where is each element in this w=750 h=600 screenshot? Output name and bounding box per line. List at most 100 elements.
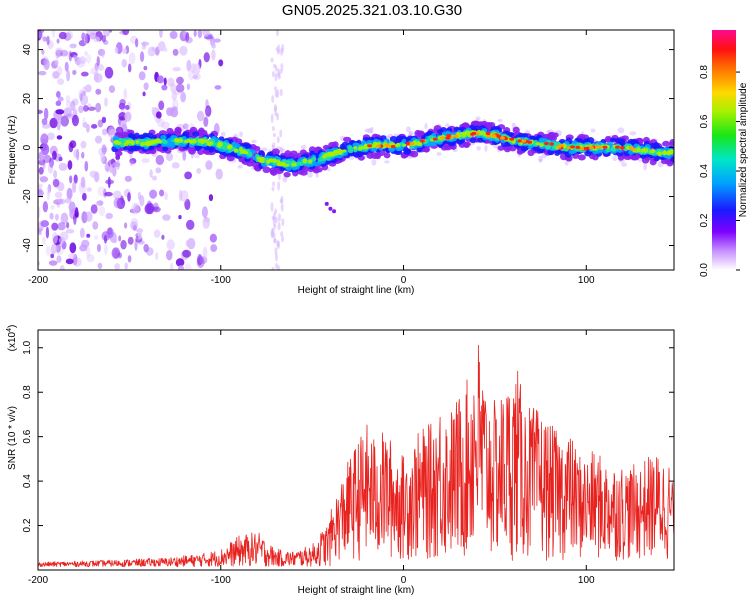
heatmap-cell <box>566 146 572 150</box>
heatmap-cell <box>73 213 77 225</box>
heatmap-cell <box>328 206 333 211</box>
heatmap-cell <box>610 137 617 143</box>
heatmap-cell <box>276 240 280 248</box>
heatmap-cell <box>79 244 88 252</box>
heatmap-cell <box>446 133 452 138</box>
heatmap-cell <box>178 214 182 220</box>
heatmap-cell <box>104 97 108 107</box>
heatmap-cell <box>427 140 434 145</box>
heatmap-cell <box>90 124 98 129</box>
heatmap-cell <box>49 157 54 168</box>
heatmap-cell <box>101 34 107 43</box>
heatmap-cell <box>104 244 108 255</box>
heatmap-cell <box>218 59 224 67</box>
spectrogram-y-tick-label: 40 <box>22 44 33 56</box>
chart-title: GN05.2025.321.03.10.G30 <box>282 2 462 19</box>
heatmap-cell <box>227 144 233 149</box>
spectrogram-y-tick-label: 20 <box>22 93 33 105</box>
heatmap-cell <box>302 158 308 164</box>
heatmap-cell <box>104 191 113 197</box>
heatmap-cell <box>271 71 275 78</box>
heatmap-cell <box>81 151 85 159</box>
heatmap-cell <box>109 30 113 33</box>
heatmap-cell <box>404 148 412 155</box>
heatmap-cell <box>97 119 104 128</box>
heatmap-cell <box>175 83 185 93</box>
colorbar-tick-label: 0.6 <box>699 114 710 128</box>
heatmap-cell <box>128 52 136 65</box>
heatmap-cell <box>81 192 87 201</box>
heatmap-cell <box>161 84 168 91</box>
heatmap-cell <box>46 191 51 201</box>
snr-x-axis: -200 -100 0 100 <box>28 330 595 586</box>
heatmap-cell <box>158 100 165 111</box>
heatmap-cell <box>276 112 280 121</box>
heatmap-cell <box>197 30 203 39</box>
heatmap-cell <box>56 91 61 98</box>
heatmap-cell <box>271 186 275 192</box>
heatmap-cell <box>155 138 161 143</box>
heatmap-cell <box>124 262 128 270</box>
heatmap-cell <box>440 136 445 140</box>
heatmap-cell <box>121 58 127 68</box>
heatmap-cell <box>290 150 298 156</box>
heatmap-cell <box>107 126 117 138</box>
heatmap-cell <box>220 131 226 137</box>
heatmap-cell <box>68 142 74 153</box>
heatmap-cell <box>52 178 60 188</box>
heatmap-cell <box>65 30 74 40</box>
heatmap-cell <box>192 131 200 137</box>
heatmap-cell <box>182 123 189 130</box>
heatmap-cell <box>193 30 197 37</box>
heatmap-cell <box>416 141 422 146</box>
heatmap-cell <box>196 256 205 268</box>
heatmap-cell <box>211 43 216 49</box>
snr-x-tick-label: 0 <box>401 575 407 586</box>
heatmap-cell <box>96 243 101 253</box>
heatmap-cell <box>556 145 562 149</box>
heatmap-cell <box>112 165 117 177</box>
heatmap-cell <box>445 136 451 140</box>
heatmap-cell <box>43 58 50 71</box>
heatmap-cell <box>244 151 249 155</box>
heatmap-cell <box>103 234 108 244</box>
spectrogram-x-label: Height of straight line (km) <box>298 285 415 296</box>
heatmap-cell <box>145 247 154 256</box>
heatmap-cell <box>424 122 428 130</box>
heatmap-cell <box>55 49 63 57</box>
heatmap-cell <box>277 222 281 231</box>
heatmap-cell <box>145 132 154 139</box>
heatmap-cell <box>72 108 78 117</box>
heatmap-cell <box>153 202 159 212</box>
heatmap-cell <box>59 265 65 270</box>
heatmap-cell <box>324 201 329 206</box>
heatmap-cell <box>122 30 130 36</box>
heatmap-cell <box>649 150 655 154</box>
heatmap-cell <box>280 163 285 167</box>
heatmap-cell <box>68 201 76 213</box>
heatmap-cell <box>279 88 283 97</box>
heatmap-cell <box>628 146 634 150</box>
heatmap-cell <box>211 49 216 61</box>
heatmap-cell <box>163 77 167 86</box>
spectrogram-y-tick-label: -40 <box>22 238 33 253</box>
heatmap-cell <box>84 211 93 222</box>
heatmap-cell <box>101 128 108 136</box>
heatmap-cell <box>546 130 551 134</box>
heatmap-cell <box>402 143 407 147</box>
heatmap-cell <box>416 130 425 137</box>
heatmap-cell <box>271 94 275 103</box>
heatmap-cell <box>186 83 191 91</box>
heatmap-cell <box>97 48 106 56</box>
heatmap-cell <box>239 131 243 138</box>
heatmap-cell <box>125 104 130 111</box>
heatmap-cell <box>172 66 182 72</box>
heatmap-cell <box>90 67 99 75</box>
heatmap-cell <box>86 254 95 263</box>
heatmap-cell <box>96 56 100 67</box>
heatmap-cell <box>375 144 381 148</box>
heatmap-cell <box>54 59 59 66</box>
heatmap-cell <box>279 148 286 153</box>
heatmap-cell <box>205 107 210 115</box>
heatmap-cell <box>621 162 627 167</box>
